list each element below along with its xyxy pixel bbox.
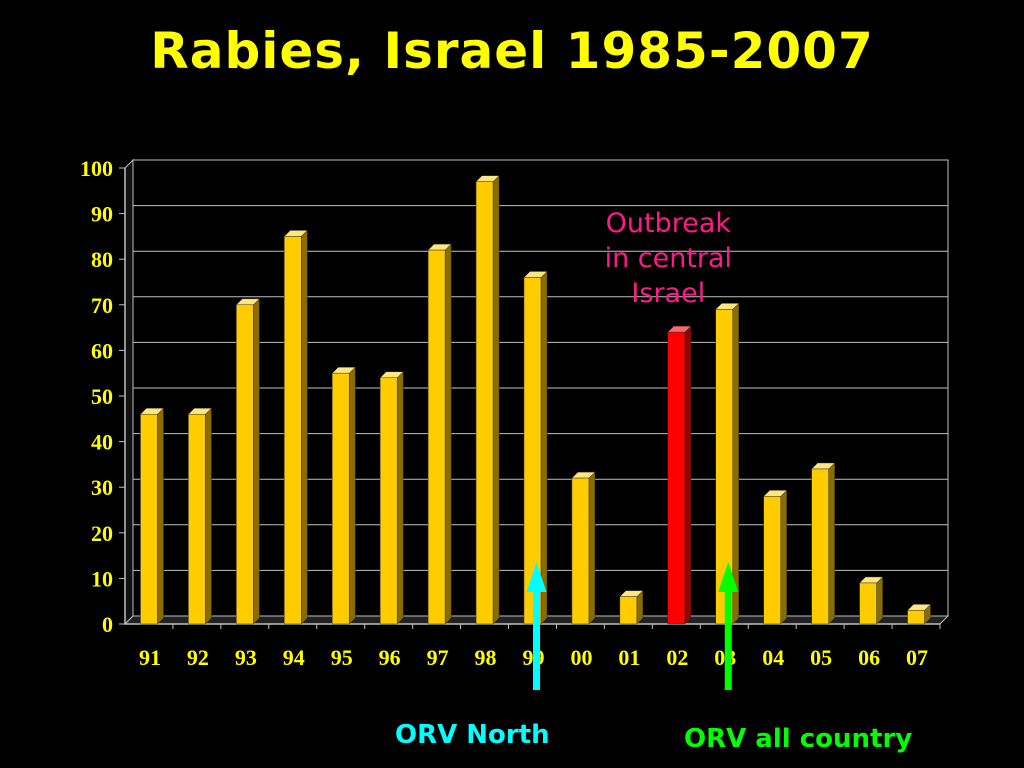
x-tick-label: 92 xyxy=(187,645,209,670)
bar xyxy=(811,468,829,625)
bar xyxy=(619,596,638,625)
x-tick-label: 91 xyxy=(139,645,161,670)
bar-side xyxy=(732,302,740,625)
y-tick-label: 80 xyxy=(91,247,113,272)
y-tick-label: 90 xyxy=(91,202,113,227)
bar-side xyxy=(492,175,500,625)
bar-side xyxy=(301,229,308,625)
annotation-line: Outbreak xyxy=(606,208,732,239)
bar xyxy=(859,582,877,625)
annotation-line: Israel xyxy=(631,278,705,309)
orv-arrow-head xyxy=(718,562,739,592)
x-tick-label: 97 xyxy=(427,645,449,670)
y-tick-label: 60 xyxy=(91,338,113,363)
x-tick-label: 98 xyxy=(475,645,497,670)
bar-side xyxy=(780,489,787,625)
bar-highlight xyxy=(667,331,686,625)
x-tick-label: 02 xyxy=(666,645,688,670)
bar xyxy=(475,181,494,625)
bar xyxy=(236,304,254,625)
annotation-line: in central xyxy=(605,243,733,274)
bar-side xyxy=(876,576,883,625)
x-tick-label: 06 xyxy=(858,645,880,670)
bar-side xyxy=(444,243,452,625)
orv-arrow-shaft xyxy=(724,590,732,690)
y-tick-label: 40 xyxy=(91,430,113,455)
orv-north-label: ORV North xyxy=(395,720,550,750)
orv-arrow-shaft xyxy=(533,590,540,690)
x-tick-label: 05 xyxy=(810,645,832,670)
x-tick-label: 04 xyxy=(762,645,784,670)
bar-side xyxy=(157,407,164,625)
y-tick-label: 50 xyxy=(91,384,113,409)
bar xyxy=(523,277,542,625)
bar xyxy=(331,372,350,625)
y-tick-label: 30 xyxy=(91,475,113,500)
orv-all-country-label: ORV all country xyxy=(684,724,913,754)
x-tick-label: 93 xyxy=(235,645,257,670)
bar xyxy=(284,236,302,625)
bar-side xyxy=(396,371,404,625)
x-tick-label: 96 xyxy=(379,645,401,670)
x-tick-label: 00 xyxy=(570,645,592,670)
bar xyxy=(188,413,206,625)
x-tick-label: 95 xyxy=(331,645,353,670)
bar xyxy=(715,309,734,625)
bar xyxy=(379,377,398,625)
bar xyxy=(763,496,781,625)
bar xyxy=(140,413,158,625)
orv-arrow-head xyxy=(526,562,547,592)
bar-side xyxy=(348,366,356,625)
bar-side xyxy=(828,462,835,625)
bar-side xyxy=(205,407,212,625)
bar xyxy=(427,249,446,625)
y-tick-label: 70 xyxy=(91,293,113,318)
y-tick-label: 100 xyxy=(80,156,113,181)
y-tick-label: 20 xyxy=(91,521,113,546)
bar-side xyxy=(540,270,548,625)
y-tick-label: 0 xyxy=(102,612,113,637)
plot-side-wall xyxy=(124,158,134,626)
chart-title: Rabies, Israel 1985-2007 xyxy=(150,22,874,80)
bar-side xyxy=(253,298,260,625)
bar xyxy=(571,477,590,625)
bar-side xyxy=(588,471,596,625)
x-tick-label: 94 xyxy=(283,645,305,670)
bar xyxy=(907,610,925,625)
x-tick-label: 01 xyxy=(618,645,640,670)
bar-side xyxy=(684,325,692,625)
y-tick-label: 10 xyxy=(91,566,113,591)
x-tick-label: 07 xyxy=(906,645,928,670)
